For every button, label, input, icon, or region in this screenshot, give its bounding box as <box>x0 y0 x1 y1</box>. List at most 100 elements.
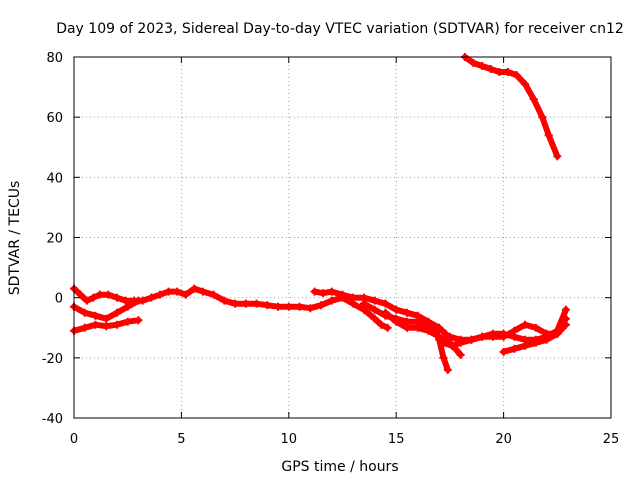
data-point <box>112 293 121 302</box>
data-point <box>164 287 173 296</box>
data-point <box>338 290 347 299</box>
data-point <box>370 314 379 323</box>
data-point <box>80 323 89 332</box>
data-point <box>510 332 519 341</box>
data-point <box>553 329 562 338</box>
data-point <box>112 320 121 329</box>
data-point <box>486 65 495 74</box>
ticks: 0 5 10 15 20 25 -40 -20 0 20 40 60 80 <box>42 51 620 447</box>
data-point <box>521 320 530 329</box>
data-point <box>198 287 207 296</box>
data-point <box>82 296 91 305</box>
data-point <box>252 299 261 308</box>
data-point <box>327 296 336 305</box>
data-point <box>121 296 130 305</box>
data-point <box>220 296 229 305</box>
data-point <box>478 62 487 71</box>
x-tick-label: 25 <box>603 432 620 447</box>
data-point <box>456 335 465 344</box>
data-point <box>561 305 570 314</box>
data-point <box>306 304 315 313</box>
data-point <box>456 350 465 359</box>
data-point <box>147 293 156 302</box>
data-point <box>91 311 100 320</box>
data-point <box>123 302 132 311</box>
y-tick-label: -40 <box>42 412 63 427</box>
data-point <box>359 299 368 308</box>
data-point <box>295 302 304 311</box>
data-point <box>274 302 283 311</box>
data-point <box>439 338 448 347</box>
data-point <box>561 314 570 323</box>
x-tick-label: 20 <box>495 432 512 447</box>
data-point <box>510 344 519 353</box>
y-tick-label: 40 <box>46 171 63 186</box>
data-point <box>91 320 100 329</box>
data-point <box>531 338 540 347</box>
data-point <box>80 308 89 317</box>
data-point <box>521 341 530 350</box>
data-point <box>181 290 190 299</box>
data-point <box>76 290 85 299</box>
x-tick-label: 10 <box>281 432 298 447</box>
data-point <box>392 305 401 314</box>
data-point <box>381 308 390 317</box>
data-point <box>95 290 104 299</box>
data-point <box>544 131 553 140</box>
data-point <box>439 353 448 362</box>
y-tick-label: 80 <box>46 51 63 66</box>
data-point <box>370 296 379 305</box>
data-point <box>370 305 379 314</box>
data-point <box>512 71 521 80</box>
data-point <box>310 287 319 296</box>
data-point <box>377 320 386 329</box>
data-point <box>469 59 478 68</box>
data-point <box>349 293 358 302</box>
data-point <box>317 301 326 310</box>
data-point <box>467 335 476 344</box>
data-point <box>102 322 111 331</box>
data-point <box>424 326 433 335</box>
data-point <box>155 290 164 299</box>
y-tick-label: 20 <box>46 232 63 247</box>
data-point <box>495 68 504 77</box>
data-point <box>402 308 411 317</box>
data-point <box>112 308 121 317</box>
data-point <box>319 289 328 298</box>
data-point <box>263 301 272 310</box>
data-point <box>173 287 182 296</box>
data-layer <box>70 53 570 374</box>
data-point <box>284 302 293 311</box>
data-point <box>538 113 547 122</box>
x-tick-label: 5 <box>177 432 185 447</box>
data-point <box>413 323 422 332</box>
data-point <box>381 299 390 308</box>
data-point <box>89 293 98 302</box>
data-point <box>531 323 540 332</box>
data-point <box>430 323 439 332</box>
data-point <box>392 317 401 326</box>
grid <box>74 57 611 418</box>
data-point <box>402 323 411 332</box>
data-point <box>104 290 113 299</box>
x-tick-label: 0 <box>70 432 78 447</box>
data-point <box>123 317 132 326</box>
data-point <box>441 329 450 338</box>
data-point <box>134 316 143 325</box>
data-point <box>102 314 111 323</box>
data-point <box>503 68 512 77</box>
x-tick-label: 15 <box>388 432 405 447</box>
data-point <box>134 296 143 305</box>
data-point <box>478 332 487 341</box>
data-point <box>445 332 454 341</box>
data-point <box>209 290 218 299</box>
chart-title: Day 109 of 2023, Sidereal Day-to-day VTE… <box>56 21 624 37</box>
data-point <box>521 80 530 89</box>
y-tick-label: 60 <box>46 111 63 126</box>
y-tick-label: -20 <box>42 352 63 367</box>
data-point <box>499 329 508 338</box>
data-point <box>231 299 240 308</box>
data-point <box>327 287 336 296</box>
data-point <box>448 341 457 350</box>
